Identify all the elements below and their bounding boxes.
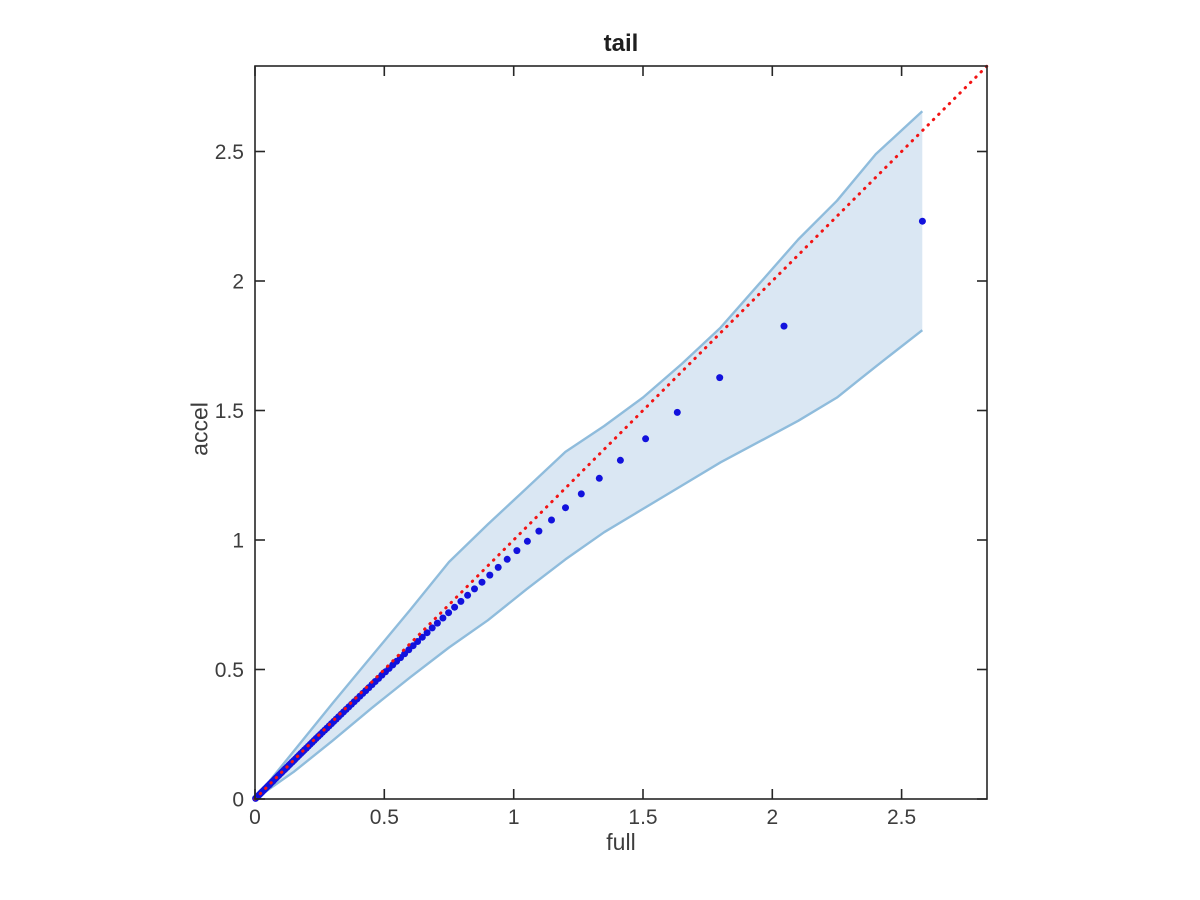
y-tick-label: 1.5 [215,400,244,423]
y-tick-label: 0 [232,789,244,812]
y-tick-label: 0.5 [215,659,244,682]
data-point [523,537,531,545]
reference-line-group [253,64,989,801]
data-point [433,619,441,627]
data-point [780,322,788,330]
x-tick-label: 1.5 [628,806,657,829]
data-point [439,614,447,622]
confidence-band-group [254,110,924,800]
x-tick-label: 2.5 [887,806,916,829]
data-point [414,638,422,645]
x-tick-label: 0 [249,806,261,829]
data-point [457,597,465,605]
chart-title: tail [603,30,639,57]
x-tick-label: 1 [508,806,520,829]
data-point [562,504,569,512]
data-point [428,624,436,632]
data-point [464,591,472,599]
data-point [595,474,603,482]
data-point [503,555,511,563]
plot-box [254,65,988,800]
identity-reference-line [253,64,989,801]
y-tick-label: 2.5 [215,141,244,164]
data-point [471,585,478,593]
data-point [716,374,724,382]
data-point [494,563,502,571]
data-point [513,547,521,555]
data-point [409,642,417,650]
data-point [616,456,624,464]
data-point [642,435,650,443]
data-point [445,609,453,617]
data-point [478,578,486,586]
y-axis-label: accel [186,402,213,456]
x-tick-label: 2 [766,806,778,829]
data-point [451,603,459,611]
x-axis-label: full [606,829,636,855]
data-point [548,516,555,524]
axes-group: 0 0.5 1 1.5 2 2.5 0 0.5 1 1.5 2 2.5 [215,65,988,829]
data-point [673,408,681,416]
data-point [535,527,543,535]
band-upper-edge [254,110,924,800]
band-lower-edge [254,329,924,800]
data-point [486,571,494,579]
y-tick-label: 1 [232,530,244,553]
data-point [918,217,926,225]
y-tick-label: 2 [232,271,244,294]
x-tick-label: 0.5 [370,806,399,829]
data-point [418,633,426,641]
data-point [577,490,585,498]
data-point [423,629,431,637]
confidence-band [255,111,923,800]
